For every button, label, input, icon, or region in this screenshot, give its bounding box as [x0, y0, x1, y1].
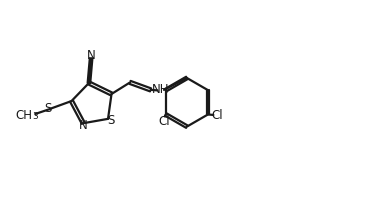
- Text: Cl: Cl: [158, 115, 170, 128]
- Text: CH: CH: [16, 109, 33, 122]
- Text: NH: NH: [152, 83, 170, 96]
- Text: S: S: [45, 102, 52, 115]
- Text: N: N: [87, 49, 96, 61]
- Text: 3: 3: [32, 112, 38, 121]
- Text: Cl: Cl: [212, 109, 223, 122]
- Text: N: N: [78, 120, 87, 132]
- Text: S: S: [108, 114, 115, 127]
